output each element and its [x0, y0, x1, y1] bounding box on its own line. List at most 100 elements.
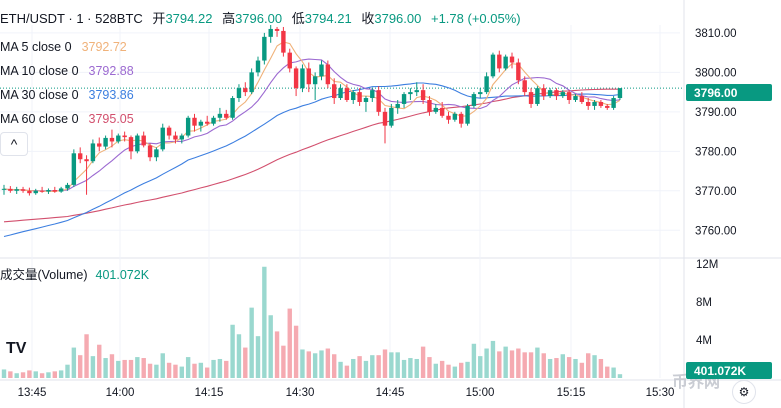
volume-bar: [116, 360, 121, 378]
candle: [122, 131, 127, 142]
candle: [255, 56, 261, 77]
axes: 3760.00 3770.00 3780.00 3790.00 3800.00 3810.…: [18, 28, 737, 399]
volume-bar: [439, 360, 445, 378]
candle: [103, 135, 108, 150]
candle: [554, 88, 559, 101]
volume-bar: [147, 363, 153, 378]
volume-bar: [90, 356, 96, 378]
volume-bar: [179, 366, 184, 378]
candle: [173, 131, 178, 144]
candle: [389, 103, 394, 128]
volume-bar: [312, 353, 318, 378]
candle: [420, 84, 426, 104]
candle-body: [65, 184, 70, 189]
candle-body: [503, 56, 508, 69]
volume-bar: [433, 363, 438, 378]
candle: [211, 115, 216, 126]
volume-bar: [452, 366, 458, 378]
candle-body: [516, 62, 521, 81]
ma30-line: [3, 82, 620, 238]
collapse-legend-button[interactable]: ^: [0, 132, 28, 156]
candle: [27, 187, 32, 196]
ma5-legend[interactable]: MA 5 close 0 3792.72: [0, 40, 127, 54]
settings-button[interactable]: ⚙: [732, 380, 756, 404]
volume-bar: [39, 373, 45, 378]
volume-bar: [128, 359, 134, 378]
candle-body: [617, 88, 623, 99]
candle-body: [401, 94, 407, 104]
ma60-legend[interactable]: MA 60 close 0 3795.05: [0, 112, 134, 126]
candle-body: [141, 135, 146, 146]
candle: [147, 143, 153, 162]
candle-body: [179, 135, 184, 140]
candle: [560, 90, 565, 99]
close-label: 收: [361, 11, 375, 26]
candle: [427, 96, 432, 116]
candle: [135, 133, 140, 154]
candle-body: [351, 92, 356, 101]
candle-body: [478, 92, 483, 95]
candle: [179, 133, 184, 144]
candle-body: [535, 88, 540, 104]
volume-bar: [541, 353, 546, 378]
ma30-label: MA 30 close 0: [0, 88, 79, 102]
volume-bar: [97, 344, 102, 378]
volume-bar: [84, 334, 89, 378]
candle-body: [230, 98, 235, 118]
ma30-legend[interactable]: MA 30 close 0 3793.86: [0, 88, 134, 102]
candle-body: [58, 188, 64, 192]
volume-bar: [566, 357, 572, 378]
candle-body: [20, 189, 26, 191]
candle: [484, 72, 489, 95]
volume-bar: [306, 351, 311, 378]
volume-bar: [154, 364, 159, 378]
candle-body: [33, 190, 38, 194]
candle: [281, 26, 286, 57]
candle-body: [173, 135, 178, 140]
candle-body: [605, 105, 610, 108]
candle-body: [268, 28, 273, 37]
candle: [185, 115, 191, 138]
volume-bar: [465, 361, 470, 378]
volume-bar: [459, 362, 464, 378]
symbol-label[interactable]: ETH/USDT · 1 · 528BTC: [0, 11, 143, 26]
volume-tick-label: 4M: [696, 335, 712, 347]
ma10-legend[interactable]: MA 10 close 0 3792.88: [0, 64, 134, 78]
candle: [262, 32, 267, 65]
candle-body: [135, 135, 140, 152]
volume-bar: [554, 358, 559, 378]
volume-bar: [370, 355, 375, 378]
ma5-label: MA 5 close 0: [0, 40, 72, 54]
candle: [395, 100, 400, 114]
volume-legend[interactable]: 成交量(Volume) 401.072K: [0, 264, 149, 283]
volume-bar: [205, 367, 210, 378]
volume-bar: [592, 355, 597, 378]
candle: [274, 26, 280, 37]
volume-bar: [319, 350, 324, 378]
candle-body: [484, 76, 489, 93]
candle-body: [205, 121, 210, 124]
candle-body: [573, 96, 578, 101]
volume-bar: [249, 307, 254, 378]
candle: [109, 129, 115, 148]
symbol-header: ETH/USDT · 1 · 528BTC 开3794.22 高3796.00 …: [0, 8, 521, 27]
candle-body: [90, 143, 96, 162]
candle-body: [459, 113, 464, 124]
volume-value: 401.072K: [95, 268, 150, 282]
volume-bar: [586, 353, 591, 378]
volume-bar: [503, 346, 508, 378]
candle: [509, 52, 515, 69]
candle: [598, 100, 604, 108]
candle-body: [420, 90, 426, 101]
candle: [592, 100, 597, 110]
candle-body: [160, 127, 165, 150]
candle-body: [332, 84, 337, 99]
volume-bar: [389, 352, 394, 378]
volume-label: 成交量(Volume): [0, 268, 88, 282]
candle: [465, 103, 470, 126]
volume-bar: [262, 266, 267, 378]
candle-body: [217, 113, 223, 118]
tradingview-logo[interactable]: TV: [6, 340, 27, 357]
candle-body: [185, 117, 191, 136]
